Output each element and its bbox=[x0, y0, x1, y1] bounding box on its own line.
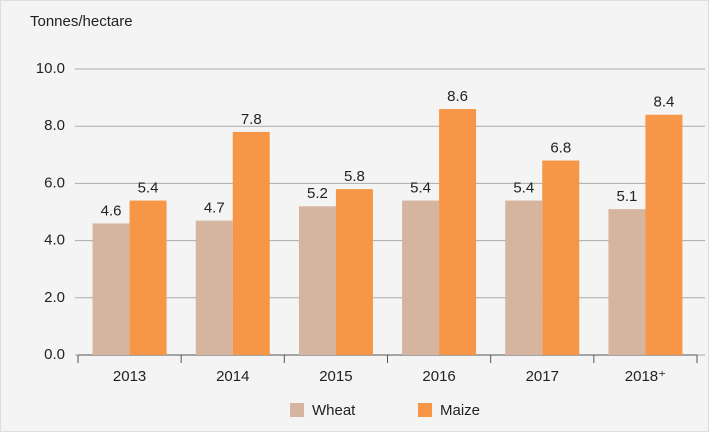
y-tick-label: 2.0 bbox=[44, 289, 65, 306]
x-tick-label: 2017 bbox=[526, 368, 559, 385]
bar bbox=[439, 109, 477, 355]
bar bbox=[92, 223, 130, 355]
y-tick-label: 4.0 bbox=[44, 232, 65, 249]
bar bbox=[232, 131, 270, 355]
legend-swatch bbox=[290, 403, 304, 417]
bar bbox=[335, 189, 373, 355]
x-tick-label: 2014 bbox=[216, 368, 249, 385]
x-tick-label: 2015 bbox=[319, 368, 352, 385]
legend-swatch bbox=[418, 403, 432, 417]
value-label: 6.8 bbox=[550, 139, 571, 156]
value-label: 4.7 bbox=[204, 200, 225, 217]
bar bbox=[645, 114, 683, 355]
y-tick-label: 8.0 bbox=[44, 117, 65, 134]
bar bbox=[608, 209, 646, 355]
value-label: 8.4 bbox=[653, 94, 674, 111]
x-tick-label: 2016 bbox=[422, 368, 455, 385]
bar bbox=[542, 160, 580, 355]
value-label: 8.6 bbox=[447, 88, 468, 105]
bar bbox=[195, 220, 233, 355]
bar bbox=[129, 200, 167, 355]
value-label: 5.4 bbox=[410, 180, 431, 197]
value-label: 5.4 bbox=[138, 180, 159, 197]
legend-label: Maize bbox=[440, 402, 480, 419]
value-label: 5.2 bbox=[307, 185, 328, 202]
bar bbox=[505, 200, 543, 355]
value-label: 4.6 bbox=[101, 202, 122, 219]
y-tick-label: 10.0 bbox=[36, 60, 65, 77]
x-tick-label: 2013 bbox=[113, 368, 146, 385]
y-axis-label: Tonnes/hectare bbox=[30, 13, 133, 30]
value-label: 7.8 bbox=[241, 111, 262, 128]
value-label: 5.8 bbox=[344, 168, 365, 185]
x-tick-label: 2018⁺ bbox=[625, 368, 666, 385]
value-label: 5.1 bbox=[616, 188, 637, 205]
y-tick-label: 0.0 bbox=[44, 346, 65, 363]
bar bbox=[402, 200, 440, 355]
y-tick-label: 6.0 bbox=[44, 174, 65, 191]
legend-label: Wheat bbox=[312, 402, 356, 419]
bar bbox=[298, 206, 336, 355]
value-label: 5.4 bbox=[513, 180, 534, 197]
